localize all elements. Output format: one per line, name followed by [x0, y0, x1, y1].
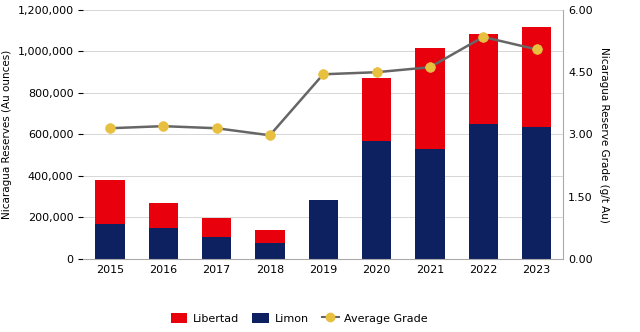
Bar	[522, 27, 551, 127]
Average Grade	[372, 70, 380, 74]
Bar	[255, 243, 285, 259]
Bar	[202, 218, 231, 237]
Bar	[95, 180, 125, 224]
Bar	[202, 237, 231, 259]
Bar	[522, 127, 551, 259]
Bar	[468, 34, 498, 124]
Average Grade	[319, 72, 327, 76]
Bar	[255, 230, 285, 243]
Bar	[148, 203, 178, 228]
Average Grade	[212, 126, 220, 130]
Average Grade	[106, 126, 114, 130]
Bar	[148, 228, 178, 259]
Bar	[95, 224, 125, 259]
Y-axis label: Nicaragua Reserves (Au ounces): Nicaragua Reserves (Au ounces)	[2, 50, 12, 219]
Bar	[415, 48, 445, 149]
Average Grade	[426, 65, 434, 69]
Legend: Libertad, Limon, Average Grade: Libertad, Limon, Average Grade	[166, 308, 432, 328]
Bar	[415, 149, 445, 259]
Average Grade	[266, 133, 274, 137]
Bar	[468, 124, 498, 259]
Average Grade	[479, 35, 487, 39]
Bar	[362, 141, 391, 259]
Line: Average Grade: Average Grade	[105, 32, 541, 140]
Bar	[308, 200, 338, 259]
Y-axis label: Nicaragua Reserve Grade (g/t Au): Nicaragua Reserve Grade (g/t Au)	[600, 46, 609, 222]
Bar	[362, 78, 391, 141]
Average Grade	[532, 47, 540, 51]
Average Grade	[159, 124, 167, 128]
